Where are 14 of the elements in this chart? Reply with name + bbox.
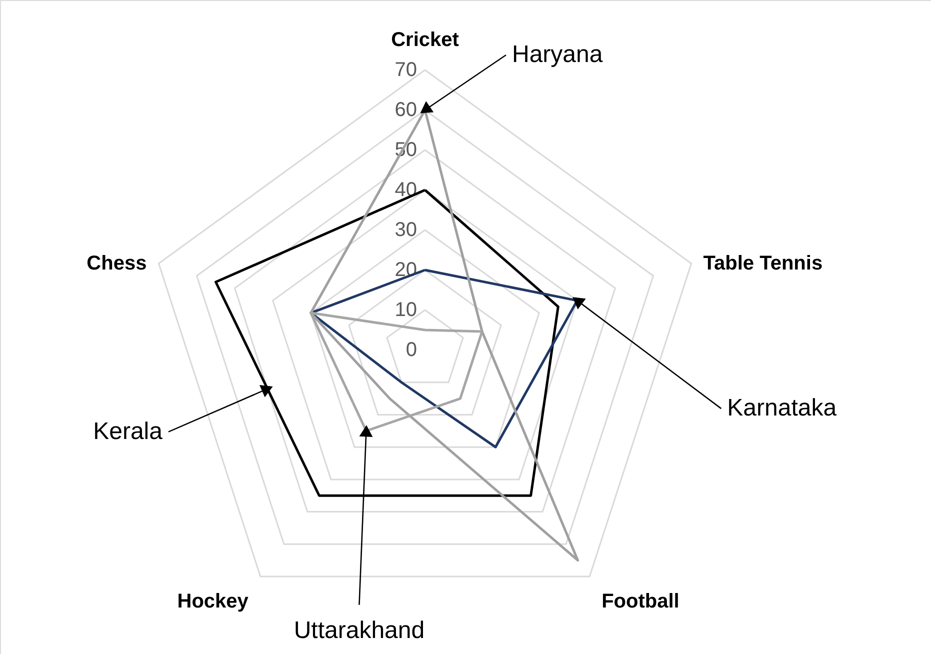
y-tick-label: 0	[406, 339, 417, 361]
text: Kerala	[93, 418, 164, 445]
y-tick-label: 10	[394, 299, 417, 321]
text: Karnataka	[727, 394, 838, 422]
y-tick-label: 30	[394, 219, 417, 241]
spoke-label: Football	[602, 590, 680, 613]
text: Haryana	[512, 41, 604, 68]
text: Uttarakhand	[294, 616, 425, 644]
spoke-label: Table Tennis	[703, 252, 823, 274]
spoke-label: Chess	[86, 252, 147, 274]
spoke-label: Cricket	[391, 29, 460, 51]
y-tick-label: 60	[394, 99, 417, 121]
spoke-label: Hockey	[177, 590, 250, 613]
y-tick-label: 70	[394, 59, 417, 81]
